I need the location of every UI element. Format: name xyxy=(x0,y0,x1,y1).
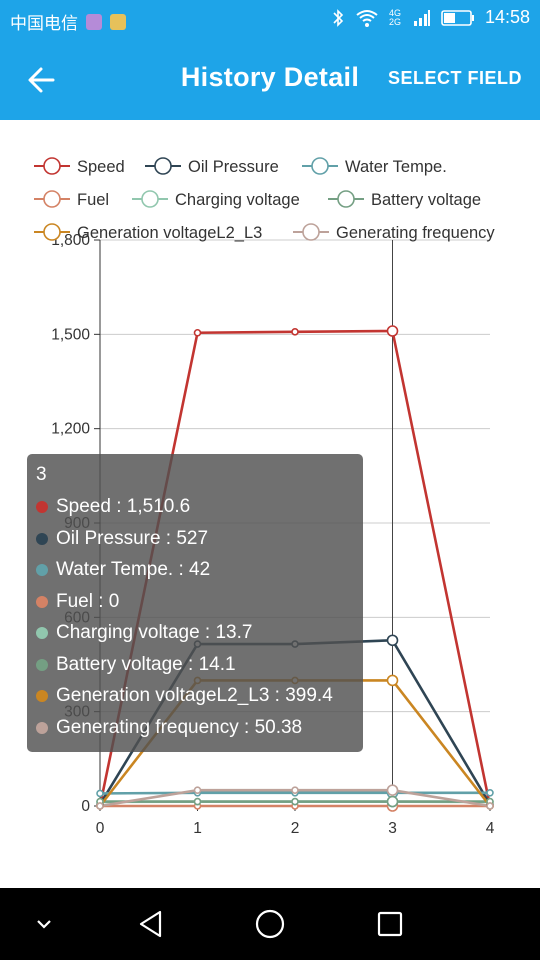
legend-marker xyxy=(141,190,159,208)
legend-label: Oil Pressure xyxy=(188,158,279,176)
data-point[interactable] xyxy=(486,802,494,810)
tooltip-row-text: Fuel : 0 xyxy=(56,590,120,612)
legend-item[interactable]: Speed xyxy=(34,157,125,176)
tooltip-row: Fuel : 0 xyxy=(36,589,119,615)
series-color-dot xyxy=(36,564,48,576)
legend-item[interactable]: Oil Pressure xyxy=(145,157,279,176)
app-bar: History Detail SELECT FIELD xyxy=(0,38,540,120)
tooltip-row-text: Water Tempe. : 42 xyxy=(56,559,211,580)
app-notification-icon-2 xyxy=(110,13,126,30)
legend-marker xyxy=(337,190,355,208)
status-bar: 中国电信 4G 2G 14:58 xyxy=(0,0,540,38)
tooltip-row: Generating frequency : 50.38 xyxy=(36,715,302,741)
back-triangle-icon[interactable] xyxy=(136,908,166,940)
series-color-dot xyxy=(36,658,48,671)
legend-item[interactable]: Charging voltage xyxy=(132,190,300,209)
legend-layer: Speed Oil Pressure Water Tempe. Fuel Chargin… xyxy=(34,157,495,242)
x-tick-label: 2 xyxy=(291,820,300,837)
series-color-dot xyxy=(36,690,48,702)
legend-label: Generating frequency xyxy=(336,224,495,242)
tooltip-row: Generation voltageL2_L3 : 399.4 xyxy=(36,683,333,709)
legend-item[interactable]: Generation voltageL2_L3 xyxy=(34,223,262,242)
y-tick-label: 1,500 xyxy=(51,326,90,343)
legend-label: Water Tempe. xyxy=(345,158,447,176)
battery-icon xyxy=(441,9,474,26)
series-color-dot xyxy=(36,721,48,734)
legend-item[interactable]: Water Tempe. xyxy=(302,157,447,176)
series-color-dot xyxy=(36,627,48,639)
data-point[interactable] xyxy=(291,786,299,794)
x-tick-label: 0 xyxy=(96,820,105,837)
data-point[interactable] xyxy=(193,786,202,794)
tooltip-row: Battery voltage : 14.1 xyxy=(36,652,236,678)
tooltip-row: Speed : 1,510.6 xyxy=(36,494,190,520)
data-point[interactable] xyxy=(386,795,399,808)
legend-marker xyxy=(302,223,320,241)
tooltip-row: Oil Pressure : 527 xyxy=(36,526,208,552)
legend-item[interactable]: Battery voltage xyxy=(328,190,481,209)
system-nav-bar xyxy=(0,888,540,960)
tooltip-row-text: Generation voltageL2_L3 : 399.4 xyxy=(56,685,333,706)
legend-label: Charging voltage xyxy=(175,191,300,209)
series-color-dot xyxy=(36,595,48,608)
home-circle-icon[interactable] xyxy=(254,908,286,940)
arrow-left-icon xyxy=(28,67,55,93)
legend-marker xyxy=(43,223,61,241)
legend-label: Speed xyxy=(77,158,125,176)
legend-marker xyxy=(154,157,172,175)
series-color-dot xyxy=(36,532,48,545)
y-tick-label: 1,200 xyxy=(51,421,90,438)
y-tick-label: 0 xyxy=(81,798,90,815)
tooltip-row-text: Charging voltage : 13.7 xyxy=(56,622,253,643)
data-point[interactable] xyxy=(486,788,494,797)
tooltip-row-text: Battery voltage : 14.1 xyxy=(56,653,236,675)
legend-label: Battery voltage xyxy=(371,191,481,209)
data-point[interactable] xyxy=(96,802,104,810)
data-point[interactable] xyxy=(386,634,399,647)
data-point[interactable] xyxy=(291,797,299,806)
data-point[interactable] xyxy=(193,797,202,806)
legend-item[interactable]: Generating frequency xyxy=(293,223,495,242)
app-notification-icon xyxy=(86,13,102,30)
back-button[interactable] xyxy=(22,60,62,100)
select-field-button[interactable]: SELECT FIELD xyxy=(387,68,522,88)
legend-marker xyxy=(43,157,61,175)
legend-marker xyxy=(43,190,61,208)
status-right: 4G 2G 14:58 xyxy=(331,7,530,28)
tooltip-row-text: Oil Pressure : 527 xyxy=(56,527,209,549)
chevron-down-icon[interactable] xyxy=(34,916,54,932)
x-tick-label: 1 xyxy=(193,820,202,837)
bluetooth-icon xyxy=(333,8,344,27)
status-left: 中国电信 xyxy=(10,9,126,34)
signal-icon xyxy=(413,9,430,26)
wifi-icon xyxy=(356,9,378,27)
clock-label: 14:58 xyxy=(484,7,530,27)
data-point[interactable] xyxy=(291,328,299,336)
tooltip-row: Charging voltage : 13.7 xyxy=(36,620,252,646)
tooltip-title: 3 xyxy=(36,464,47,485)
page-title: History Detail xyxy=(180,62,360,92)
tooltip-row: Water Tempe. : 42 xyxy=(36,557,210,583)
legend-item[interactable]: Fuel xyxy=(34,190,109,209)
data-point[interactable] xyxy=(386,325,399,337)
tooltip-row-text: Speed : 1,510.6 xyxy=(56,496,191,517)
data-point[interactable] xyxy=(96,789,104,798)
data-point[interactable] xyxy=(193,328,202,337)
x-tick-label: 4 xyxy=(486,820,495,837)
carrier-label: 中国电信 xyxy=(10,14,78,33)
tooltip-row-text: Generating frequency : 50.38 xyxy=(56,716,303,738)
y-tick-label: 1,800 xyxy=(51,232,90,249)
recents-square-icon[interactable] xyxy=(376,910,404,938)
chart-tooltip: 3 Speed : 1,510.6 Oil Pressure : 527 Water… xyxy=(27,454,363,752)
x-tick-label: 3 xyxy=(388,820,397,837)
legend-label: Fuel xyxy=(77,191,109,209)
legend-label: Generation voltageL2_L3 xyxy=(77,224,262,242)
network-type-label: 4G 2G xyxy=(388,7,401,27)
data-point[interactable] xyxy=(386,674,399,687)
data-point[interactable] xyxy=(386,784,399,796)
legend-marker xyxy=(311,157,329,175)
series-color-dot xyxy=(36,501,48,513)
